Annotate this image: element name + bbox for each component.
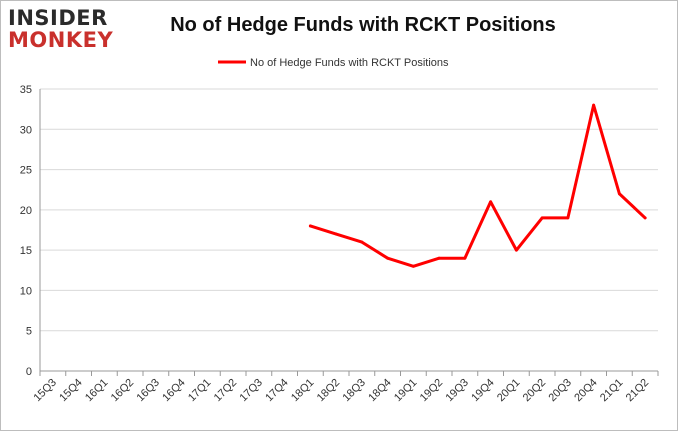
x-tick-label: 20Q3 bbox=[546, 377, 574, 405]
logo-text-monkey: MONKEY bbox=[8, 28, 114, 52]
data-point bbox=[386, 256, 390, 260]
y-tick-label: 20 bbox=[20, 205, 32, 217]
x-tick-label: 17Q4 bbox=[263, 377, 291, 405]
data-point bbox=[437, 256, 441, 260]
y-tick-label: 5 bbox=[26, 326, 32, 338]
data-point bbox=[360, 240, 364, 244]
x-tick-label: 20Q4 bbox=[572, 377, 600, 405]
x-tick-label: 17Q3 bbox=[237, 377, 265, 405]
x-tick-label: 18Q1 bbox=[289, 377, 317, 405]
series-line bbox=[308, 103, 647, 268]
x-tick-label: 18Q4 bbox=[366, 377, 394, 405]
data-point bbox=[514, 248, 518, 252]
y-tick-label: 30 bbox=[20, 124, 32, 136]
insider-monkey-logo: INSIDER MONKEY bbox=[8, 8, 126, 51]
x-tick-label: 19Q4 bbox=[469, 377, 497, 405]
data-point bbox=[540, 216, 544, 220]
x-tick-label: 15Q4 bbox=[57, 377, 85, 405]
data-point bbox=[489, 200, 493, 204]
x-tick-label: 17Q1 bbox=[186, 377, 214, 405]
x-tick-label: 19Q3 bbox=[443, 377, 471, 405]
x-tick-label: 19Q1 bbox=[392, 377, 420, 405]
x-tick-label: 20Q2 bbox=[521, 377, 549, 405]
data-point bbox=[334, 232, 338, 236]
y-tick-label: 15 bbox=[20, 245, 32, 257]
x-tick-label: 16Q3 bbox=[134, 377, 162, 405]
logo-text-insider: INSIDER bbox=[8, 6, 108, 30]
data-point bbox=[308, 224, 312, 228]
x-tick-label: 17Q2 bbox=[212, 377, 240, 405]
x-tick-label: 18Q2 bbox=[315, 377, 343, 405]
series-layer bbox=[308, 103, 647, 268]
axes: 0510152025303515Q315Q416Q116Q216Q316Q417… bbox=[20, 84, 659, 405]
data-point bbox=[463, 256, 467, 260]
data-point bbox=[643, 216, 647, 220]
y-tick-label: 0 bbox=[26, 366, 32, 378]
data-point bbox=[592, 103, 596, 107]
gridlines bbox=[40, 88, 658, 332]
chart-title: No of Hedge Funds with RCKT Positions bbox=[170, 14, 556, 36]
x-tick-label: 16Q4 bbox=[160, 377, 188, 405]
data-point bbox=[617, 192, 621, 196]
x-tick-label: 16Q1 bbox=[83, 377, 111, 405]
y-tick-label: 10 bbox=[20, 285, 32, 297]
y-tick-label: 35 bbox=[20, 84, 32, 96]
x-tick-label: 21Q1 bbox=[598, 377, 626, 405]
x-tick-label: 20Q1 bbox=[495, 377, 523, 405]
data-point bbox=[411, 264, 415, 268]
legend-label: No of Hedge Funds with RCKT Positions bbox=[250, 57, 449, 69]
data-point bbox=[566, 216, 570, 220]
x-tick-label: 18Q3 bbox=[340, 377, 368, 405]
y-tick-label: 25 bbox=[20, 165, 32, 177]
x-tick-label: 15Q3 bbox=[31, 377, 59, 405]
x-tick-label: 19Q2 bbox=[418, 377, 446, 405]
legend: No of Hedge Funds with RCKT Positions bbox=[218, 57, 449, 69]
x-tick-label: 21Q2 bbox=[624, 377, 652, 405]
x-tick-label: 16Q2 bbox=[109, 377, 137, 405]
